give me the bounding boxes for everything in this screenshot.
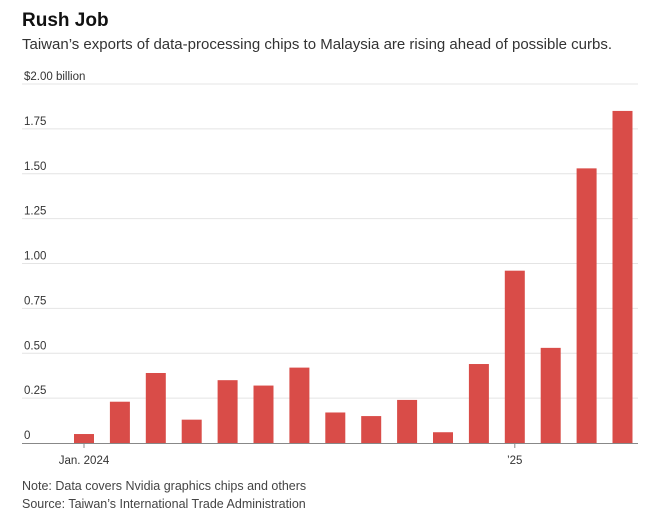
bar: Jun. 2024	[253, 385, 274, 443]
x-tick-label: ’25	[507, 455, 522, 467]
y-tick-label: 1.00	[24, 251, 46, 263]
y-tick-label: 1.25	[24, 206, 46, 218]
x-tick-label: Jan. 2024	[59, 455, 110, 467]
chart-subtitle: Taiwan’s exports of data-processing chip…	[22, 36, 613, 53]
bar: Feb. 2024	[109, 401, 130, 443]
bar: Oct. 2024	[397, 399, 418, 443]
y-tick-label: 0.50	[24, 340, 46, 352]
chart-source: Source: Taiwan’s International Trade Adm…	[22, 497, 306, 511]
y-tick-label: 0.75	[24, 295, 46, 307]
bar: Aug. 2024	[325, 412, 346, 443]
bar: Apr. 2024	[181, 419, 202, 443]
bar: Mar. 2025	[576, 168, 597, 444]
bar: Apr. 2025	[612, 110, 633, 444]
y-tick-label: 0	[24, 430, 30, 442]
bar: Feb. 2025	[540, 347, 561, 443]
bar: Jul. 2024	[289, 367, 310, 443]
y-tick-label: 1.50	[24, 161, 46, 173]
chart-title: Rush Job	[22, 10, 109, 31]
y-tick-label: $2.00 billion	[24, 71, 85, 83]
bar: May 2024	[217, 380, 238, 443]
bar: Jan. 2025	[504, 270, 525, 443]
bar: Sep. 2024	[361, 416, 382, 443]
bar: Dec. 2024	[468, 364, 489, 443]
y-tick-label: 1.75	[24, 116, 46, 128]
chart-note: Note: Data covers Nvidia graphics chips …	[22, 479, 307, 493]
bar: Jan. 2024	[74, 434, 94, 443]
bar: Nov. 2024	[433, 432, 453, 443]
y-tick-label: 0.25	[24, 385, 46, 397]
bar: Mar. 2024	[145, 372, 166, 443]
